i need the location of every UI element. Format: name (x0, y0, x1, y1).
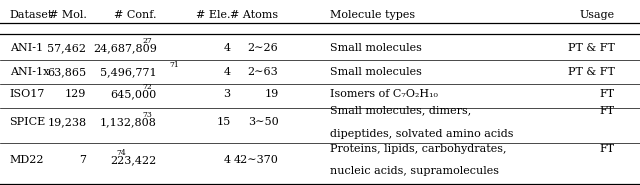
Text: 7: 7 (79, 155, 86, 165)
Text: MD22: MD22 (10, 155, 44, 165)
Text: Isomers of C₇O₂H₁₀: Isomers of C₇O₂H₁₀ (330, 89, 438, 99)
Text: nucleic acids, supramolecules: nucleic acids, supramolecules (330, 166, 499, 176)
Text: SPICE: SPICE (10, 117, 46, 127)
Text: ANI-1x: ANI-1x (10, 67, 49, 77)
Text: 24,687,809: 24,687,809 (93, 43, 157, 53)
Text: Small molecules, dimers,: Small molecules, dimers, (330, 106, 471, 116)
Text: 4: 4 (223, 43, 230, 53)
Text: 1,132,808: 1,132,808 (100, 117, 157, 127)
Text: # Conf.: # Conf. (115, 10, 157, 20)
Text: PT & FT: PT & FT (568, 67, 614, 77)
Text: Proteins, lipids, carbohydrates,: Proteins, lipids, carbohydrates, (330, 144, 506, 154)
Text: Molecule types: Molecule types (330, 10, 415, 20)
Text: Usage: Usage (579, 10, 614, 20)
Text: 72: 72 (143, 83, 152, 91)
Text: 4: 4 (223, 67, 230, 77)
Text: ANI-1: ANI-1 (10, 43, 43, 53)
Text: FT: FT (599, 144, 614, 154)
Text: 74: 74 (116, 149, 126, 157)
Text: 57,462: 57,462 (47, 43, 86, 53)
Text: 15: 15 (216, 117, 230, 127)
Text: 4: 4 (223, 155, 230, 165)
Text: dipeptides, solvated amino acids: dipeptides, solvated amino acids (330, 129, 513, 139)
Text: 2∼26: 2∼26 (248, 43, 278, 53)
Text: 3∼50: 3∼50 (248, 117, 278, 127)
Text: 63,865: 63,865 (47, 67, 86, 77)
Text: 129: 129 (65, 89, 86, 99)
Text: Small molecules: Small molecules (330, 67, 422, 77)
Text: FT: FT (599, 106, 614, 116)
Text: # Atoms: # Atoms (230, 10, 278, 20)
Text: 27: 27 (143, 37, 152, 45)
Text: FT: FT (599, 89, 614, 99)
Text: 19,238: 19,238 (47, 117, 86, 127)
Text: 19: 19 (264, 89, 278, 99)
Text: ISO17: ISO17 (10, 89, 45, 99)
Text: 42∼370: 42∼370 (234, 155, 278, 165)
Text: Small molecules: Small molecules (330, 43, 422, 53)
Text: 3: 3 (223, 89, 230, 99)
Text: Dataset: Dataset (10, 10, 53, 20)
Text: 73: 73 (143, 111, 152, 119)
Text: 5,496,771: 5,496,771 (100, 67, 157, 77)
Text: PT & FT: PT & FT (568, 43, 614, 53)
Text: 645,000: 645,000 (111, 89, 157, 99)
Text: # Mol.: # Mol. (49, 10, 86, 20)
Text: 71: 71 (170, 61, 179, 69)
Text: 223,422: 223,422 (111, 155, 157, 165)
Text: # Ele.: # Ele. (196, 10, 230, 20)
Text: 2∼63: 2∼63 (248, 67, 278, 77)
